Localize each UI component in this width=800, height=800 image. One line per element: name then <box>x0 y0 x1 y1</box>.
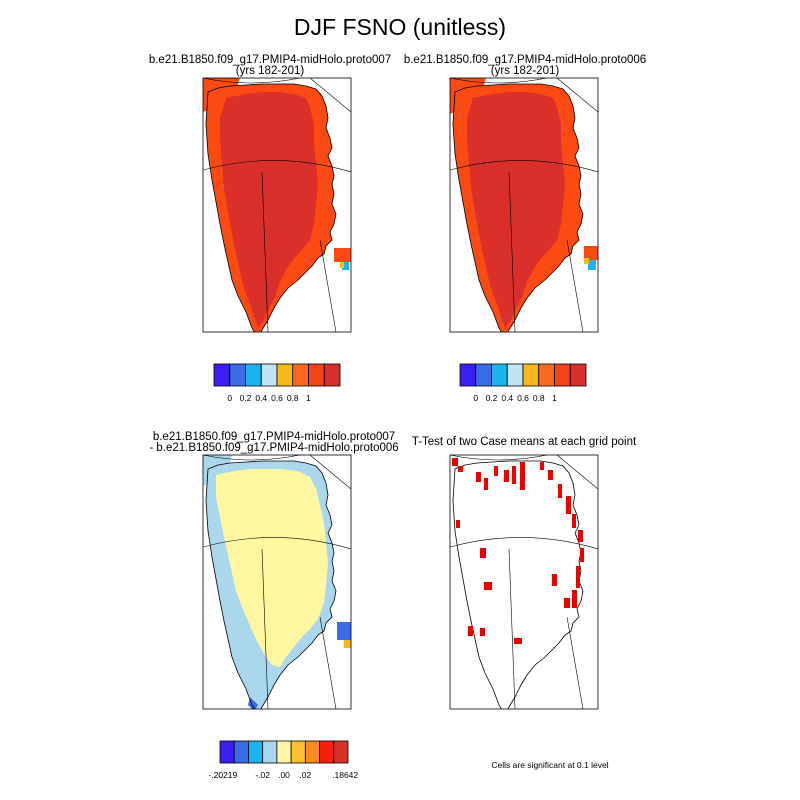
panel-1-title-line2: (yrs 182-201) <box>235 65 305 77</box>
panel-2-title: b.e21.B1850.f09_g17.PMIP4-midHolo.proto0… <box>385 54 665 77</box>
meridian-line <box>261 548 269 709</box>
meridian-line <box>309 78 351 113</box>
latitude-line <box>203 160 351 173</box>
panel-2-title-line2: (yrs 182-201) <box>490 65 560 77</box>
colorbar-tick-label: 0.4 <box>501 393 514 403</box>
meridian-line <box>556 455 598 490</box>
colorbar-swatch <box>538 363 555 387</box>
colorbar-swatch <box>506 363 524 387</box>
latitude-line <box>203 537 351 550</box>
meridian-line <box>508 548 516 709</box>
map-panel-1 <box>203 78 351 332</box>
colorbar-swatch <box>276 740 292 764</box>
colorbar-swatch <box>319 740 335 764</box>
colorbar-swatch <box>276 363 294 387</box>
panel-2-title-line1: b.e21.B1850.f09_g17.PMIP4-midHolo.proto0… <box>403 54 647 66</box>
panel-3-title-line2: - b.e21.B1850.f09_g17.PMIP4-midHolo.prot… <box>149 442 399 454</box>
map-panel-3-frame <box>202 454 352 710</box>
iceland-snow-1 <box>334 248 351 262</box>
colorbar-swatch <box>323 363 341 387</box>
colorbar-tick-label: .02 <box>299 770 312 780</box>
colorbar-swatch <box>233 740 249 764</box>
meridian-line <box>566 616 584 709</box>
panel-3-title-line1: b.e21.B1850.f09_g17.PMIP4-midHolo.proto0… <box>152 431 396 443</box>
colorbar-swatch <box>260 363 278 387</box>
latitude-line-north <box>203 455 301 461</box>
meridian-line <box>508 171 516 332</box>
colorbar-swatch <box>522 363 540 387</box>
colorbar-tick-label: 0.6 <box>271 393 283 403</box>
iceland-diff-1 <box>337 622 351 640</box>
colorbar-swatch <box>229 363 246 387</box>
latitude-line <box>450 160 598 173</box>
colorbar-swatch <box>213 363 231 387</box>
colorbar-tick-label: 0.8 <box>286 393 299 403</box>
colorbar-tick-label: -.02 <box>255 770 270 780</box>
colorbar-tick-label: 0 <box>227 393 233 403</box>
colorbar-swatch <box>475 363 492 387</box>
map-panel-2-frame <box>449 77 599 333</box>
colorbar-swatch <box>262 740 278 764</box>
map-panel-4 <box>450 455 598 709</box>
colorbar-swatch <box>292 363 309 387</box>
meridian-line <box>309 455 351 490</box>
colorbar-swatch <box>290 740 306 764</box>
iceland-diff-2 <box>344 640 351 648</box>
map-panel-3 <box>203 455 351 709</box>
colorbar-swatch <box>304 740 320 764</box>
iceland-snow-3 <box>584 258 589 264</box>
iceland-snow-1 <box>584 246 598 260</box>
colorbar-swatch <box>308 363 325 387</box>
colorbar-swatch <box>245 363 262 387</box>
colorbar-swatch <box>491 363 508 387</box>
figure-title: DJF FSNO (unitless) <box>293 14 507 40</box>
colorbar-tick-label: 0.2 <box>485 393 498 403</box>
map-panel-2 <box>450 78 598 332</box>
colorbar-tick-label: 0.4 <box>255 393 268 403</box>
colorbar-swatch <box>459 363 477 387</box>
meridian-line <box>319 616 337 709</box>
colorbar-tick-label: .00 <box>278 770 290 780</box>
meridian-line <box>556 78 598 113</box>
panel-4-title-line1: T-Test of two Case means at each grid po… <box>411 436 637 448</box>
colorbar-swatch <box>219 740 235 764</box>
colorbar-panel-2 <box>459 363 587 387</box>
map-panel-1-frame <box>202 77 352 333</box>
colorbar-tick-label: 0 <box>473 393 479 403</box>
panel-3-title: b.e21.B1850.f09_g17.PMIP4-midHolo.proto0… <box>134 431 414 454</box>
iceland-snow-2 <box>342 262 349 270</box>
latitude-line-north <box>450 78 548 84</box>
colorbar-tick-label: 1 <box>306 393 311 403</box>
meridian-line <box>261 171 269 332</box>
colorbar-swatch <box>248 740 264 764</box>
meridian-line <box>566 239 584 332</box>
colorbar-swatch <box>333 740 349 764</box>
meridian-line <box>319 239 337 332</box>
colorbar-panel-1 <box>213 363 341 387</box>
colorbar-tick-label: 0.6 <box>517 393 529 403</box>
panel-1-title: b.e21.B1850.f09_g17.PMIP4-midHolo.proto0… <box>130 54 410 77</box>
colorbar-tick-label: -.20219 <box>208 770 238 780</box>
latitude-line-north <box>450 455 548 461</box>
iceland-snow-2 <box>588 260 596 270</box>
significance-note: Cells are significant at 0.1 level <box>491 760 609 770</box>
colorbar-swatch <box>554 363 571 387</box>
colorbar-tick-label: 0.2 <box>239 393 252 403</box>
colorbar-tick-label: 1 <box>552 393 557 403</box>
iceland-snow-3 <box>340 262 344 268</box>
latitude-line-north <box>203 78 301 84</box>
colorbar-panel-3 <box>219 740 349 764</box>
colorbar-tick-label: .18642 <box>332 770 359 780</box>
colorbar-swatch <box>569 363 587 387</box>
significant-cells <box>452 458 584 644</box>
panel-1-title-line1: b.e21.B1850.f09_g17.PMIP4-midHolo.proto0… <box>148 54 392 66</box>
panel-4-title: T-Test of two Case means at each grid po… <box>384 436 664 448</box>
latitude-line <box>450 537 598 550</box>
map-panel-4-frame <box>449 454 599 710</box>
colorbar-tick-label: 0.8 <box>532 393 545 403</box>
